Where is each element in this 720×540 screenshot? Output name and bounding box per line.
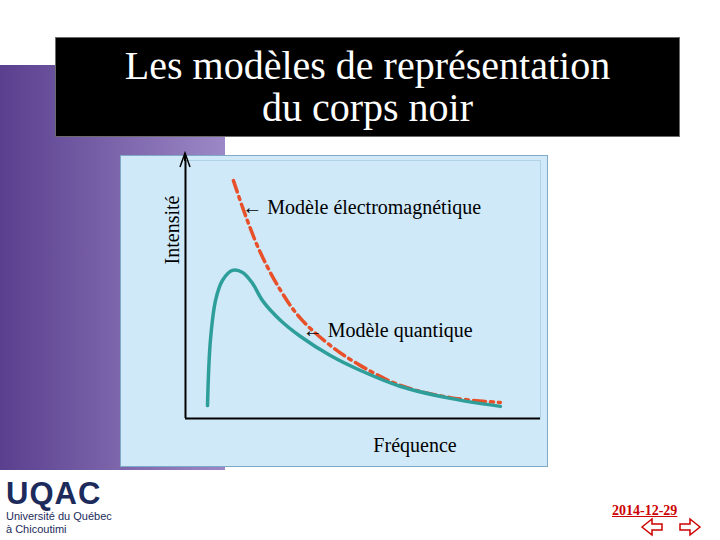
svg-text:← Modèle électromagnétique: ← Modèle électromagnétique xyxy=(242,196,481,219)
html-text:Fréquence: Fréquence xyxy=(373,434,457,456)
html-text:à Chicoutimi: à Chicoutimi xyxy=(6,523,67,535)
html-text:Université du Québec: Université du Québec xyxy=(6,510,112,522)
html-text:2014-12-29: 2014-12-29 xyxy=(612,503,678,518)
svg-text:← Modèle quantique: ← Modèle quantique xyxy=(303,319,473,342)
html-text:Intensité: Intensité xyxy=(161,195,183,265)
html-text:UQAC: UQAC xyxy=(6,476,102,511)
html-text:Les modèles de représentation: Les modèles de représentation du corps n… xyxy=(124,43,611,130)
